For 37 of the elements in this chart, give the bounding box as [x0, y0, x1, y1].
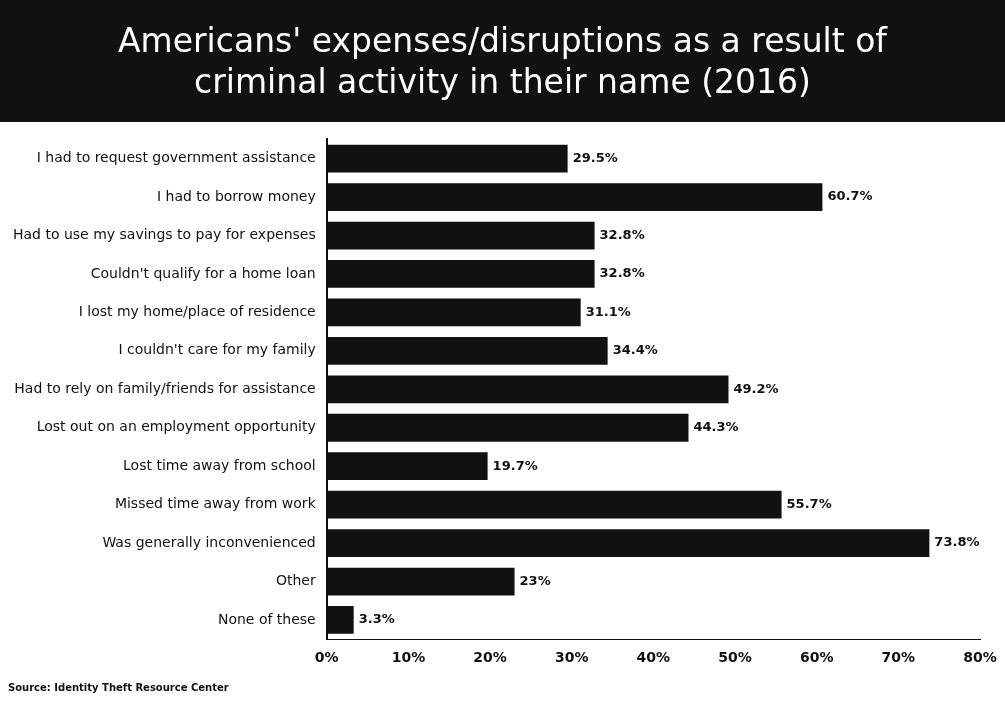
y-tick-label: I lost my home/place of residence	[78, 303, 316, 320]
data-label: 44.3%	[693, 419, 739, 435]
x-tick-label: 50%	[718, 649, 752, 666]
y-tick-label: I couldn't care for my family	[118, 341, 316, 358]
data-label: 32.8%	[599, 265, 645, 281]
data-label: 31.1%	[585, 303, 631, 319]
data-label: 29.5%	[572, 150, 618, 165]
data-label: 3.3%	[358, 611, 395, 627]
data-label: 32.8%	[599, 226, 645, 242]
y-tick-label: I had to request government assistance	[36, 149, 316, 166]
x-tick-label: 80%	[963, 649, 997, 666]
data-label: 60.7%	[827, 188, 873, 204]
x-tick-label: 0%	[314, 649, 339, 666]
data-label: 49.2%	[733, 380, 779, 396]
y-tick-label: Had to rely on family/friends for assistance	[14, 379, 316, 396]
data-label: 34.4%	[612, 342, 658, 358]
x-tick-label: 40%	[636, 649, 671, 666]
data-label: 19.7%	[492, 457, 538, 473]
x-tick-label: 20%	[473, 649, 507, 666]
y-tick-label: Lost out on an employment opportunity	[36, 418, 316, 435]
y-tick-label: I had to borrow money	[157, 187, 316, 204]
y-tick-label: None of these	[217, 610, 316, 627]
x-tick-label: 30%	[554, 649, 589, 666]
x-tick-label: 60%	[799, 649, 834, 666]
y-tick-label: Couldn't qualify for a home loan	[90, 264, 316, 281]
data-label: 55.7%	[786, 496, 832, 512]
y-tick-label: Other	[275, 572, 316, 589]
y-tick-label: Lost time away from school	[123, 456, 316, 473]
data-label: 23%	[519, 572, 551, 588]
source-note: Source: Identity Theft Resource Center	[8, 682, 229, 693]
chart-title: Americans' expenses/disruptions as a result of criminal activity in their name (2016)	[0, 0, 1005, 122]
x-tick-label: 70%	[881, 649, 916, 666]
y-tick-label: Missed time away from work	[114, 495, 317, 512]
y-tick-label: Had to use my savings to pay for expenses	[12, 226, 316, 243]
data-label: 73.8%	[934, 534, 980, 550]
y-tick-label: Was generally inconvenienced	[102, 533, 316, 550]
x-tick-label: 10%	[391, 649, 426, 666]
